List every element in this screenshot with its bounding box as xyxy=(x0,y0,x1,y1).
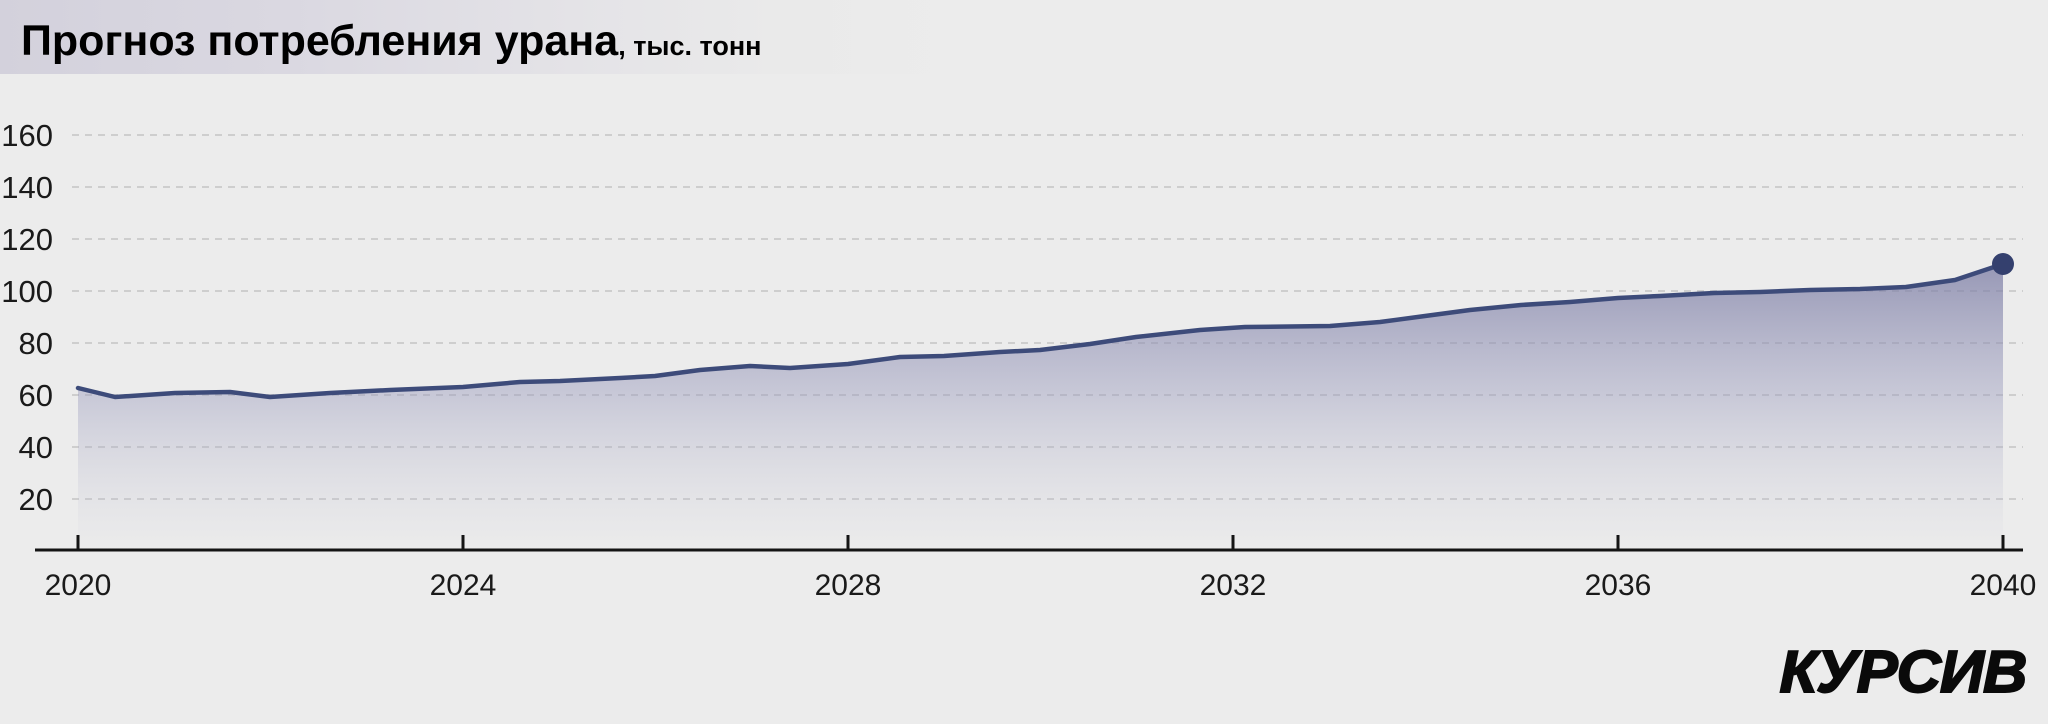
svg-text:2020: 2020 xyxy=(45,569,112,602)
svg-text:2024: 2024 xyxy=(430,569,497,602)
svg-text:60: 60 xyxy=(19,378,53,413)
svg-text:160: 160 xyxy=(1,118,53,153)
svg-text:2036: 2036 xyxy=(1585,569,1652,602)
svg-text:2028: 2028 xyxy=(815,569,882,602)
svg-text:2040: 2040 xyxy=(1970,569,2037,602)
svg-text:140: 140 xyxy=(1,170,53,205)
svg-text:2032: 2032 xyxy=(1200,569,1267,602)
svg-text:120: 120 xyxy=(1,222,53,257)
svg-text:80: 80 xyxy=(19,326,53,361)
svg-text:100: 100 xyxy=(1,274,53,309)
svg-text:40: 40 xyxy=(19,430,53,465)
svg-text:20: 20 xyxy=(19,482,53,517)
